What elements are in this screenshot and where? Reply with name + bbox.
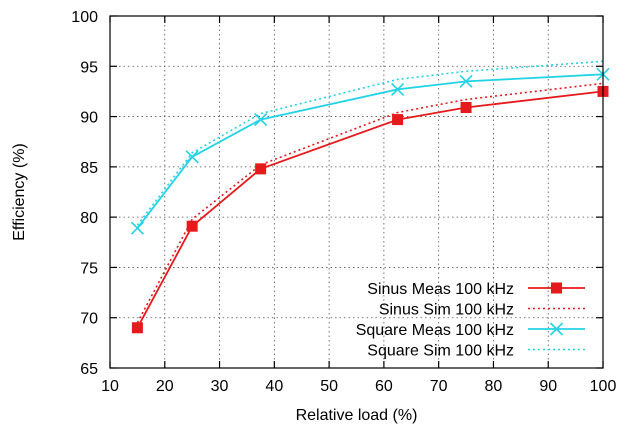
y-tick-label: 95 [80,59,98,76]
data-point [131,322,143,334]
series-layer [130,60,610,334]
y-tick-label: 90 [80,110,98,127]
legend-item: Sinus Meas 100 kHz [367,281,585,298]
data-point [186,220,198,232]
series-line [136,73,604,229]
x-tick-label: 10 [101,378,119,395]
series-3 [136,60,604,226]
series-line [136,60,604,226]
grid-layer [110,16,603,368]
data-point [185,150,199,164]
y-tick-label: 100 [71,9,98,26]
series-2 [130,67,610,235]
y-tick-label: 70 [80,311,98,328]
legend-item: Square Sim 100 kHz [367,343,585,360]
x-tick-label: 80 [485,378,503,395]
x-tick-label: 60 [375,378,393,395]
legend-label: Square Sim 100 kHz [367,343,514,360]
legend-item: Sinus Sim 100 kHz [379,302,585,319]
y-tick-label: 65 [80,361,98,378]
data-point [130,221,144,235]
x-tick-label: 30 [211,378,229,395]
tick-layer [109,15,604,369]
legend-label: Sinus Sim 100 kHz [379,302,514,319]
y-axis-label: Efficiency (%) [11,143,28,241]
x-tick-label: 100 [590,378,617,395]
y-tick-label: 80 [80,210,98,227]
data-point [391,82,405,96]
x-tick-label: 70 [430,378,448,395]
legend-label: Square Meas 100 kHz [356,322,514,339]
x-tick-label: 40 [265,378,283,395]
x-axis-label: Relative load (%) [296,407,418,424]
data-point [255,163,267,175]
legend-marker [549,322,564,336]
legend-label: Sinus Meas 100 kHz [367,281,514,298]
data-point [460,102,472,114]
x-tick-label: 50 [320,378,338,395]
series-line [136,90,604,329]
tick-label-layer: 10 20 30 40 50 60 70 80 90 100 65 70 75 80 85 90 95 100 [71,9,616,395]
data-point [392,114,404,126]
data-point [459,74,473,88]
legend-item: Square Meas 100 kHz [356,322,585,339]
x-tick-label: 20 [156,378,174,395]
y-tick-label: 75 [80,260,98,277]
legend: Sinus Meas 100 kHz Sinus Sim 100 kHz Squar… [356,281,585,360]
legend-marker [551,282,562,294]
x-tick-label: 90 [539,378,557,395]
y-tick-label: 85 [80,160,98,177]
plot-frame [109,15,604,369]
